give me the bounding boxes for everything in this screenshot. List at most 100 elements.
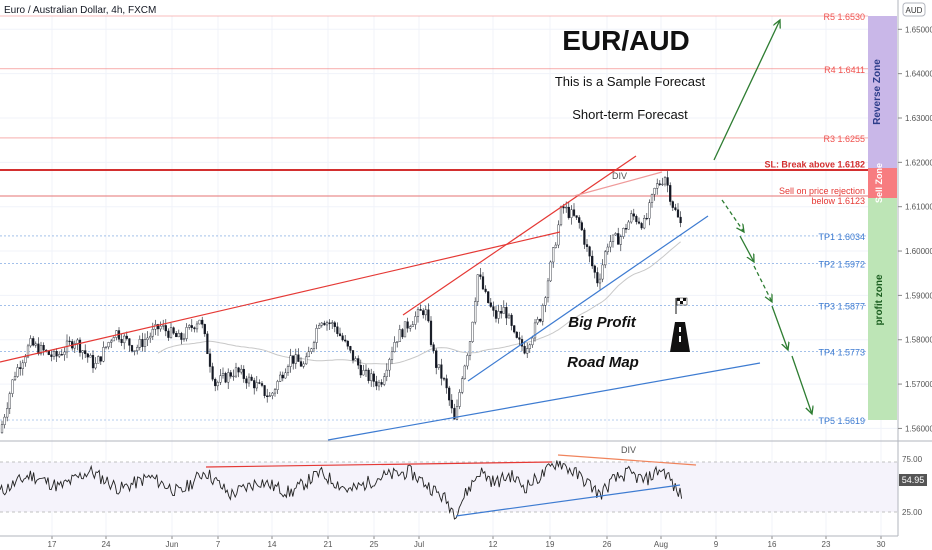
- candle-body: [419, 309, 422, 311]
- rsi-tick-75: 75.00: [902, 455, 923, 464]
- candle-body: [16, 367, 19, 377]
- candle-body: [86, 353, 89, 358]
- candle-body: [523, 346, 526, 354]
- candle-body: [650, 194, 654, 203]
- candle-body: [13, 376, 17, 381]
- candle-body: [598, 278, 602, 284]
- candle-body: [656, 183, 659, 189]
- currency-badge-box[interactable]: [902, 2, 926, 17]
- candle-body: [258, 382, 261, 384]
- candle-body: [354, 358, 357, 361]
- candle-body: [297, 354, 300, 362]
- candle-body: [609, 241, 612, 248]
- candle-body: [336, 326, 339, 334]
- candle-body: [359, 364, 362, 376]
- candle-body: [481, 276, 485, 290]
- moving-average-line: [157, 241, 681, 365]
- candle-body: [510, 314, 513, 326]
- candle-body: [539, 319, 542, 322]
- candle-body: [203, 324, 206, 335]
- candle-body: [294, 354, 297, 364]
- candle-body: [380, 382, 383, 385]
- candle-body: [302, 363, 305, 367]
- candle-body: [541, 305, 544, 322]
- candle-body: [393, 342, 396, 353]
- candle-body: [123, 335, 126, 344]
- candle-body: [273, 389, 277, 394]
- level-label: TP1 1.6034: [818, 232, 865, 242]
- y-tick-label: 1.64000: [905, 70, 932, 79]
- candle-body: [409, 326, 412, 329]
- candle-body: [159, 325, 162, 330]
- candle-body: [643, 217, 646, 229]
- candle-body: [676, 209, 680, 218]
- candle-body: [546, 280, 550, 298]
- candle-body: [94, 363, 97, 369]
- x-tick-label: 7: [216, 540, 221, 549]
- candle-body: [68, 340, 71, 343]
- candle-body: [84, 350, 87, 355]
- candle-body: [237, 367, 240, 373]
- down-arrow-1: [721, 199, 744, 232]
- sell-zone: [868, 168, 897, 198]
- candle-body: [671, 201, 674, 208]
- candle-body: [536, 319, 539, 324]
- candle-body: [289, 355, 292, 367]
- candle-body: [42, 345, 45, 351]
- candle-body: [318, 325, 321, 329]
- symbol-title[interactable]: Euro / Australian Dollar, 4h, FXCM: [4, 5, 156, 16]
- candle-body: [367, 369, 370, 381]
- x-tick-label: 26: [603, 540, 612, 549]
- candle-body: [146, 337, 149, 340]
- candle-body: [195, 323, 199, 330]
- candle-body: [32, 338, 35, 346]
- candle-body: [133, 350, 136, 352]
- candle-body: [151, 329, 154, 337]
- candle-body: [172, 327, 175, 334]
- candle-body: [250, 376, 253, 381]
- rsi-value-badge: [899, 474, 927, 486]
- candle-body: [39, 345, 43, 355]
- candle-body: [89, 355, 92, 358]
- candle-body: [502, 306, 505, 314]
- x-tick-label: 12: [489, 540, 498, 549]
- candle-body: [279, 374, 282, 382]
- candle-body: [320, 322, 323, 326]
- candle-body: [507, 314, 511, 319]
- candle-body: [21, 362, 24, 369]
- rsi-band: [0, 462, 898, 512]
- candle-body: [208, 353, 212, 367]
- candle-body: [489, 302, 492, 307]
- candle-body: [216, 382, 219, 387]
- candle-body: [219, 375, 222, 383]
- road-map-line1: Big Profit: [568, 314, 636, 331]
- candle-body: [78, 339, 82, 353]
- x-tick-label: 16: [768, 540, 777, 549]
- candle-body: [518, 337, 521, 340]
- candle-body: [234, 367, 238, 377]
- candle-body: [661, 183, 664, 186]
- resistance-trendline-steep: [402, 155, 637, 316]
- y-tick-label: 1.56000: [905, 424, 932, 433]
- price-levels: R5 1.6530 R4 1.6411 R3 1.6255 SL: Break abo…: [0, 12, 868, 426]
- candle-body: [557, 224, 560, 246]
- level-label: TP2 1.5972: [818, 259, 865, 269]
- candle-body: [333, 322, 336, 327]
- reverse-zone: [868, 16, 897, 168]
- currency-badge[interactable]: AUD: [906, 6, 923, 15]
- candle-body: [414, 316, 417, 325]
- candle-body: [8, 393, 11, 409]
- checkered-flag-icon: [675, 297, 688, 314]
- candle-body: [24, 356, 27, 364]
- candle-body: [227, 372, 230, 383]
- candle-body: [214, 379, 217, 387]
- y-tick-label: 1.63000: [905, 114, 932, 123]
- candle-body: [201, 319, 204, 325]
- candle-body: [580, 222, 583, 231]
- candle-body: [315, 328, 318, 343]
- candle-body: [370, 373, 373, 381]
- candle-body: [679, 216, 682, 224]
- candle-body: [674, 207, 677, 210]
- candle-body: [445, 378, 448, 389]
- candle-body: [162, 325, 165, 327]
